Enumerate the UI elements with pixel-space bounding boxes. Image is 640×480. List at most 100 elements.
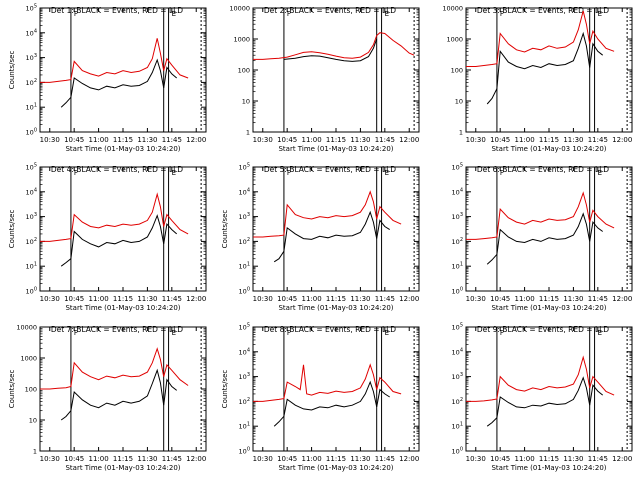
time-marker-label: E bbox=[385, 10, 389, 18]
x-tick-label: 12:00 bbox=[399, 136, 419, 144]
y-tick-label: 10000 bbox=[16, 324, 37, 332]
x-tick-label: 10:45 bbox=[490, 295, 510, 303]
y-tick-label: 104 bbox=[239, 347, 250, 356]
y-tick-label: 1000 bbox=[20, 355, 37, 363]
series-events-line bbox=[60, 214, 178, 267]
y-tick-label: 100 bbox=[451, 67, 463, 75]
series-events-line bbox=[486, 376, 604, 427]
x-tick-label: 11:15 bbox=[113, 295, 133, 303]
x-tick-label: 10:30 bbox=[40, 455, 60, 463]
x-tick-label: 12:00 bbox=[612, 136, 632, 144]
x-axis-label: Start Time (01-May-03 10:24:20) bbox=[65, 304, 180, 312]
x-axis-label: Start Time (01-May-03 10:24:20) bbox=[278, 145, 393, 153]
y-tick-label: 1 bbox=[33, 448, 37, 456]
time-marker-label: E bbox=[598, 10, 602, 18]
chart-title: Det 5: BLACK = Events, RED = LLD bbox=[264, 165, 396, 174]
x-tick-label: 10:30 bbox=[40, 295, 60, 303]
y-tick-label: 1000 bbox=[233, 36, 250, 44]
chart-title: Det 3: BLACK = Events, RED = LLD bbox=[477, 6, 609, 15]
x-tick-label: 11:30 bbox=[137, 455, 157, 463]
plot-frame bbox=[252, 166, 420, 292]
plot-frame bbox=[465, 7, 633, 133]
x-tick-label: 10:45 bbox=[277, 136, 297, 144]
y-axis-label: Counts/sec bbox=[221, 210, 229, 249]
y-tick-label: 102 bbox=[452, 397, 463, 406]
x-tick-label: 11:00 bbox=[88, 136, 108, 144]
x-tick-label: 11:00 bbox=[301, 136, 321, 144]
y-tick-label: 102 bbox=[452, 237, 463, 246]
series-lld-line bbox=[253, 32, 415, 60]
time-marker-label: F bbox=[287, 10, 291, 18]
y-tick-label: 105 bbox=[26, 4, 37, 13]
plot-frame bbox=[465, 326, 633, 452]
plot-frame bbox=[39, 166, 207, 292]
y-tick-label: 105 bbox=[239, 163, 250, 172]
chart-title: Det 4: BLACK = Events, RED = LLD bbox=[51, 165, 183, 174]
x-tick-label: 12:00 bbox=[399, 295, 419, 303]
y-tick-label: 101 bbox=[26, 103, 37, 112]
x-axis-label: Start Time (01-May-03 10:24:20) bbox=[65, 464, 180, 472]
y-tick-label: 103 bbox=[26, 212, 37, 221]
x-tick-label: 11:00 bbox=[514, 136, 534, 144]
chart-panel-5: Det 5: BLACK = Events, RED = LLD 10:30 10:… bbox=[221, 163, 420, 312]
x-tick-label: 10:45 bbox=[277, 455, 297, 463]
y-tick-label: 10 bbox=[242, 98, 250, 106]
y-tick-label: 101 bbox=[26, 262, 37, 271]
y-tick-label: 103 bbox=[239, 372, 250, 381]
x-tick-label: 11:45 bbox=[162, 295, 182, 303]
time-marker-label: F bbox=[74, 10, 78, 18]
x-axis-label: Start Time (01-May-03 10:24:20) bbox=[491, 464, 606, 472]
series-lld-line bbox=[466, 191, 615, 240]
x-tick-label: 10:30 bbox=[40, 136, 60, 144]
x-tick-label: 10:30 bbox=[466, 295, 486, 303]
chart-panel-3: Det 3: BLACK = Events, RED = LLD 10:30 10:… bbox=[442, 5, 633, 153]
chart-title: Det 7: BLACK = Events, RED = LLD bbox=[51, 325, 183, 334]
x-tick-label: 11:15 bbox=[326, 295, 346, 303]
x-tick-label: 11:45 bbox=[162, 455, 182, 463]
x-tick-label: 10:30 bbox=[466, 136, 486, 144]
series-lld-line bbox=[253, 363, 402, 402]
time-marker-label: F bbox=[500, 10, 504, 18]
chart-panel-8: Det 8: BLACK = Events, RED = LLD 10:30 10:… bbox=[221, 323, 420, 472]
x-tick-label: 11:00 bbox=[88, 455, 108, 463]
x-tick-label: 11:15 bbox=[539, 295, 559, 303]
x-tick-label: 11:15 bbox=[113, 136, 133, 144]
time-marker-label: E bbox=[385, 169, 389, 177]
x-tick-label: 10:45 bbox=[490, 136, 510, 144]
y-axis-label: Counts/sec bbox=[8, 51, 16, 90]
x-tick-label: 11:30 bbox=[350, 295, 370, 303]
chart-title: Det 1: BLACK = Events, RED = LLD bbox=[51, 6, 183, 15]
time-marker-label: E bbox=[172, 10, 176, 18]
x-tick-label: 11:45 bbox=[375, 295, 395, 303]
y-tick-label: 102 bbox=[239, 397, 250, 406]
chart-panel-4: Det 4: BLACK = Events, RED = LLD 10:30 10:… bbox=[8, 163, 207, 312]
y-tick-label: 102 bbox=[26, 237, 37, 246]
x-axis-label: Start Time (01-May-03 10:24:20) bbox=[65, 145, 180, 153]
chart-title: Det 8: BLACK = Events, RED = LLD bbox=[264, 325, 396, 334]
chart-panel-9: Det 9: BLACK = Events, RED = LLD 10:30 10:… bbox=[452, 323, 633, 472]
y-tick-label: 101 bbox=[239, 422, 250, 431]
x-tick-label: 12:00 bbox=[186, 455, 206, 463]
series-lld-line bbox=[40, 38, 189, 83]
plot-frame bbox=[39, 7, 207, 133]
y-tick-label: 102 bbox=[26, 78, 37, 87]
x-tick-label: 10:45 bbox=[277, 295, 297, 303]
x-tick-label: 11:15 bbox=[539, 455, 559, 463]
time-marker-label: E bbox=[172, 169, 176, 177]
y-tick-label: 104 bbox=[239, 187, 250, 196]
series-events-line bbox=[283, 38, 378, 62]
x-tick-label: 11:30 bbox=[137, 295, 157, 303]
y-tick-label: 104 bbox=[26, 28, 37, 37]
y-tick-label: 1 bbox=[246, 129, 250, 137]
y-tick-label: 100 bbox=[26, 128, 37, 137]
y-tick-label: 100 bbox=[239, 447, 250, 456]
x-tick-label: 11:15 bbox=[326, 455, 346, 463]
time-marker-label: E bbox=[598, 329, 602, 337]
series-events-line bbox=[486, 31, 604, 105]
y-tick-label: 100 bbox=[239, 287, 250, 296]
y-tick-label: 104 bbox=[26, 187, 37, 196]
y-tick-label: 10 bbox=[455, 98, 463, 106]
x-tick-label: 10:30 bbox=[253, 295, 273, 303]
y-tick-label: 103 bbox=[26, 53, 37, 62]
y-axis-label: Counts/sec bbox=[8, 210, 16, 249]
